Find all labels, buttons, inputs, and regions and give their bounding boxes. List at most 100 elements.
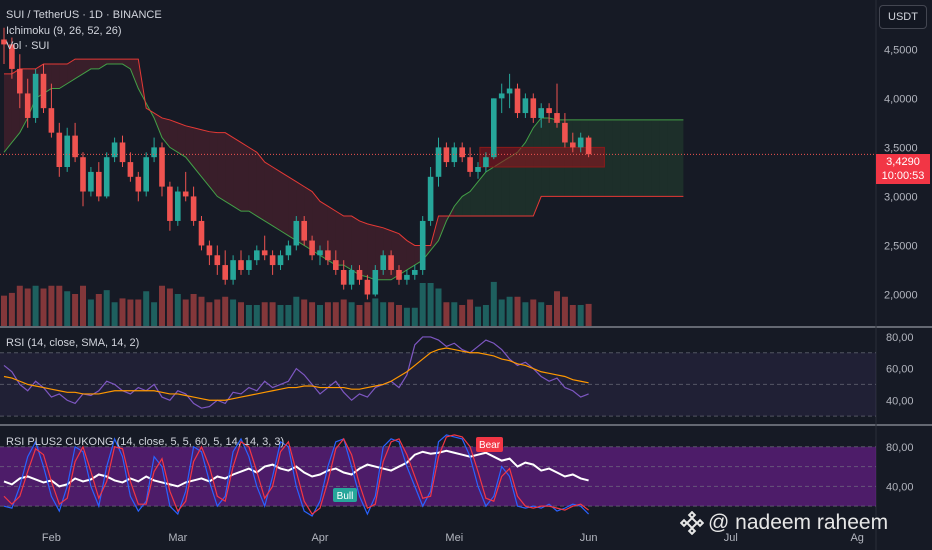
- last-price-value: 3,4290: [886, 156, 920, 168]
- volume-bar: [530, 299, 537, 326]
- ichimoku-cloud-segment: [67, 59, 76, 84]
- rsi-plus-series-line: [3, 449, 589, 488]
- candle-body: [340, 269, 347, 285]
- ichimoku-cloud-segment: [509, 152, 518, 217]
- watermark-text: @ nadeem raheem: [708, 511, 889, 534]
- volume-bar: [459, 305, 466, 326]
- volume-bar: [95, 294, 102, 326]
- ichimoku-cloud-segment: [367, 223, 376, 280]
- ichimoku-cloud-segment: [399, 233, 407, 275]
- candle-body: [103, 157, 110, 197]
- volume-bar: [87, 299, 94, 326]
- rsi-series-line: [3, 347, 589, 401]
- volume-bar: [190, 294, 197, 326]
- x-tick-label: Jun: [580, 532, 598, 544]
- ichimoku-cloud-segment: [604, 119, 613, 197]
- candle-body: [404, 274, 410, 280]
- y-tick-label: 2,0000: [884, 290, 918, 302]
- volume-bar: [514, 296, 521, 326]
- volume-bar: [372, 298, 379, 326]
- ichimoku-cloud-segment: [264, 162, 273, 226]
- candle-body: [475, 167, 481, 172]
- ichimoku-cloud-segment: [620, 119, 629, 197]
- candle-body: [206, 245, 213, 256]
- candle-body: [325, 250, 331, 261]
- volume-bar: [56, 285, 63, 326]
- ichimoku-cloud-segment: [177, 122, 186, 158]
- ichimoku-cloud-segment: [106, 59, 115, 65]
- volume-bar: [364, 302, 371, 326]
- volume-bar: [127, 299, 134, 326]
- volume-bar: [285, 305, 292, 326]
- rsi-y-tick: 80,00: [886, 332, 914, 344]
- ichimoku-cloud-segment: [643, 119, 652, 197]
- volume-bar: [498, 299, 505, 326]
- volume-legend: Vol · SUI: [6, 40, 50, 52]
- main-chart-title: SUI / TetherUS · 1D · BINANCE: [6, 9, 162, 21]
- volume-bar: [411, 307, 418, 326]
- ichimoku-cloud-segment: [359, 220, 368, 277]
- ichimoku-cloud-segment: [659, 119, 668, 197]
- candle-body: [269, 255, 276, 266]
- volume-bar: [119, 298, 126, 326]
- candle-body: [562, 122, 568, 143]
- volume-bar: [32, 285, 39, 326]
- ichimoku-cloud-segment: [51, 64, 60, 89]
- rsi-plus-y-tick: 80,00: [886, 442, 914, 454]
- ichimoku-cloud-segment: [675, 119, 684, 197]
- candle-body: [56, 132, 63, 167]
- bear-label: Bear: [479, 440, 501, 451]
- candle-body: [522, 98, 529, 114]
- y-tick-label: 4,5000: [884, 44, 918, 56]
- ichimoku-cloud-segment: [241, 142, 249, 212]
- ichimoku-cloud-segment: [478, 171, 486, 217]
- ichimoku-cloud-segment: [75, 59, 83, 79]
- volume-bar: [72, 294, 79, 326]
- volume-bar: [482, 305, 489, 326]
- candle-body: [419, 220, 426, 270]
- resistance-zone: [479, 146, 605, 168]
- candle-body: [483, 157, 489, 167]
- volume-bar: [8, 292, 15, 326]
- rsi-plus-legend: RSI PLUS2 CUKONG (14, close, 5, 5, 60, 5…: [6, 436, 285, 448]
- candle-body: [277, 255, 284, 266]
- candle-body: [254, 250, 260, 261]
- candle-body: [198, 220, 205, 246]
- volume-bar: [388, 302, 395, 326]
- rsi-legend: RSI (14, close, SMA, 14, 2): [6, 337, 140, 349]
- candle-body: [222, 265, 228, 280]
- ichimoku-cloud-segment: [98, 59, 107, 69]
- ichimoku-cloud-segment: [122, 59, 131, 69]
- volume-bar: [340, 299, 347, 326]
- ichimoku-cloud-segment: [233, 137, 241, 212]
- bull-label-bg: [333, 488, 357, 502]
- candle-body: [530, 98, 537, 118]
- volume-bar: [230, 299, 237, 326]
- candle-body: [72, 135, 78, 158]
- currency-button[interactable]: USDT: [879, 5, 927, 29]
- x-tick-label: Apr: [311, 532, 328, 544]
- candle-body: [514, 88, 521, 114]
- candle-body: [88, 171, 94, 192]
- candle-body: [127, 162, 134, 177]
- candle-countdown: 10:00:53: [881, 170, 925, 182]
- ichimoku-cloud-segment: [406, 240, 415, 270]
- ichimoku-cloud-segment: [90, 59, 99, 69]
- candle-body: [64, 135, 70, 167]
- volume-bar: [443, 302, 450, 326]
- volume-bar: [159, 285, 165, 326]
- ichimoku-cloud-segment: [114, 59, 123, 65]
- candle-body: [538, 108, 544, 118]
- candle-body: [119, 142, 126, 163]
- volume-bar: [16, 285, 23, 326]
- candle-body: [143, 157, 149, 192]
- volume-bar: [135, 299, 142, 326]
- ichimoku-cloud-segment: [169, 119, 178, 153]
- volume-bar: [324, 302, 331, 326]
- candle-body: [80, 157, 86, 192]
- candle-body: [585, 137, 592, 155]
- y-tick-label: 3,0000: [884, 191, 918, 203]
- candle-body: [380, 255, 386, 270]
- volume-bar: [293, 296, 300, 326]
